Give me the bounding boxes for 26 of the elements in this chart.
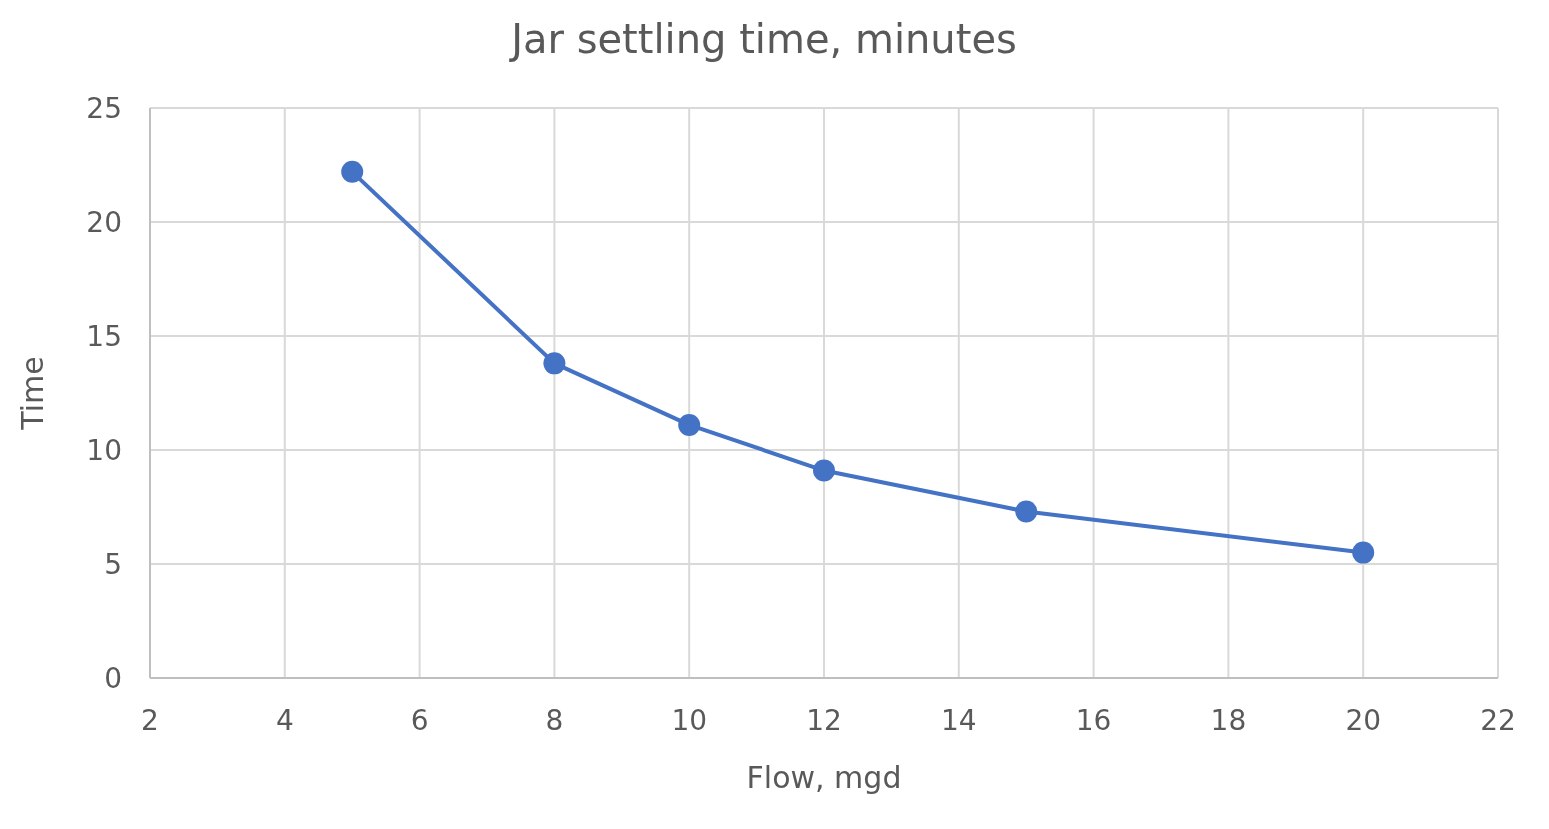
x-tick-label: 20 [1345,704,1382,737]
y-tick-label: 25 [86,91,122,125]
y-tick-label: 0 [104,661,122,695]
x-tick-label: 22 [1480,704,1516,737]
x-tick-label: 12 [806,704,842,737]
point [1015,500,1038,523]
y-tick-label: 10 [86,433,122,467]
x-axis-title: Flow, mgd [746,760,902,795]
point [1352,541,1375,564]
x-tick-label: 16 [1075,704,1112,737]
x-tick-label: 6 [410,704,429,737]
x-tick-label: 14 [940,704,977,737]
y-tick-label: 5 [104,547,122,581]
y-axis-title: Time [15,356,50,431]
point [543,352,566,375]
point [341,160,364,183]
y-tick-label: 20 [86,205,122,239]
x-tick-label: 8 [545,704,564,737]
x-tick-label: 10 [671,704,708,737]
x-tick-label: 4 [275,704,294,737]
point [813,459,835,482]
x-tick-label: 2 [141,704,159,737]
chart-title: Jar settling time, minutes [508,16,1017,62]
point [678,413,701,436]
y-tick-label: 15 [86,319,122,353]
x-tick-label: 18 [1210,704,1247,737]
